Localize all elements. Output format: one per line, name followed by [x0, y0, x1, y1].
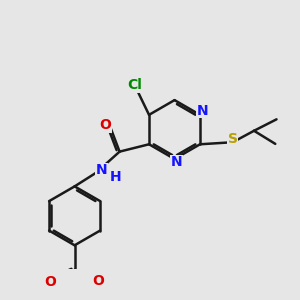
Text: H: H	[109, 170, 121, 184]
Text: N: N	[171, 155, 182, 169]
Text: Cl: Cl	[127, 78, 142, 92]
Text: N: N	[197, 104, 208, 118]
Text: O: O	[99, 118, 111, 132]
Text: O: O	[44, 275, 56, 289]
Text: S: S	[228, 132, 238, 146]
Text: O: O	[92, 274, 104, 288]
Text: N: N	[96, 164, 107, 177]
